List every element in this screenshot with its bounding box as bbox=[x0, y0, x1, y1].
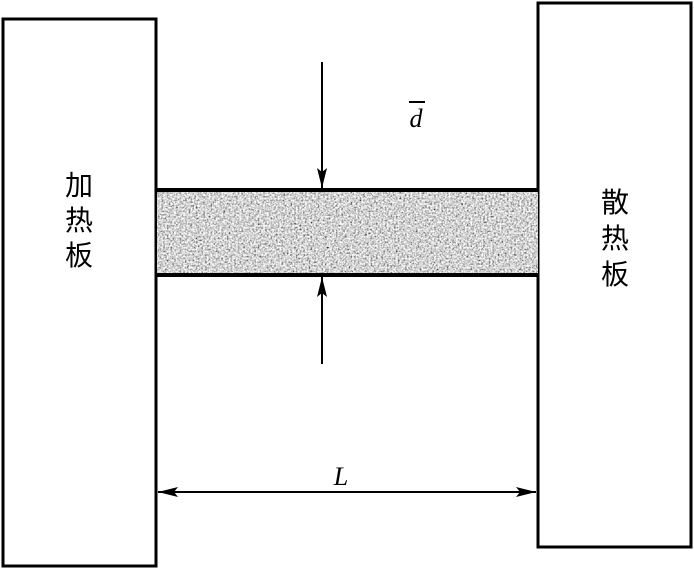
thickness-label: d bbox=[410, 104, 424, 133]
sample-bar bbox=[157, 188, 538, 277]
heater-plate bbox=[1, 17, 158, 568]
heat-sink-plate-char-1: 散 bbox=[601, 186, 629, 219]
heat-sink-plate-char-2: 热 bbox=[601, 222, 629, 255]
heat-sink-plate bbox=[536, 1, 693, 549]
heat-sink-plate-char-3: 板 bbox=[601, 258, 629, 291]
length-label: L bbox=[333, 462, 348, 491]
heater-plate-char-1: 加 bbox=[65, 169, 93, 202]
heater-plate-char-3: 板 bbox=[65, 239, 93, 272]
heater-plate-char-2: 热 bbox=[65, 204, 93, 237]
